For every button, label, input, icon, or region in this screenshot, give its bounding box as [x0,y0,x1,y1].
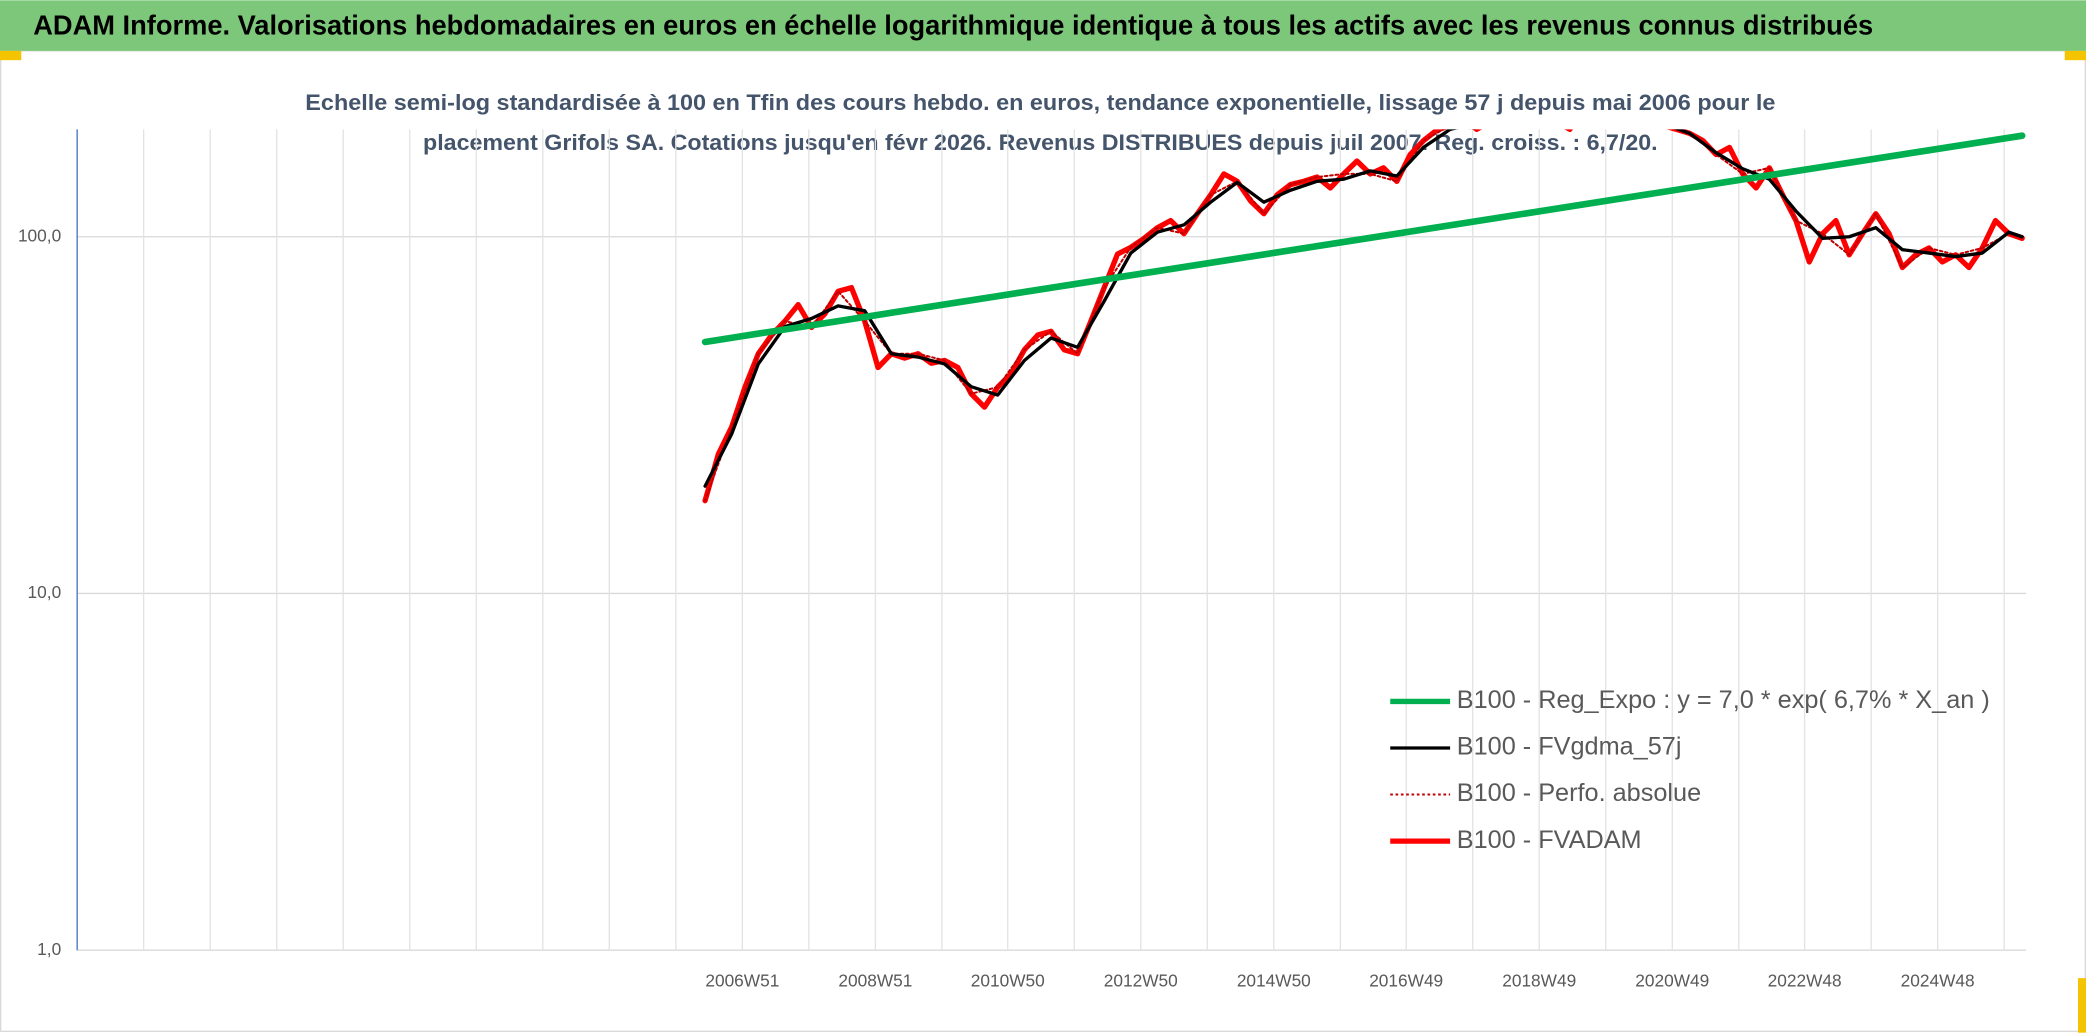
x-tick-label: 2022W48 [1768,971,1842,991]
x-tick-label: 2018W49 [1502,971,1576,991]
series-line [701,132,2026,346]
x-tick-label: 2008W51 [838,971,912,991]
y-tick-label: 10,0 [28,582,62,602]
chart-title: ADAM Informe. Valorisations hebdomadaire… [33,9,1873,40]
y-tick-label: 1,0 [37,939,61,959]
corner-mark [2064,50,2086,61]
y-tick-label: 100,0 [18,225,61,245]
x-tick-label: 2014W50 [1237,971,1311,991]
x-tick-label: 2006W51 [705,971,779,991]
x-tick-label: 2020W49 [1635,971,1709,991]
axes: 1,0 10,0 100,0 2006W51 2008W51 2010W50 2012W50… [18,225,1975,990]
plot-area [701,129,2026,504]
corner-mark [0,50,22,61]
x-tick-label: 2016W49 [1369,971,1443,991]
title-bar [0,0,2086,51]
series-line [703,129,2024,488]
chart-subtitle: Echelle semi-log standardisée à 100 en T… [305,90,1775,115]
legend: B100 - Reg_Expo : y = 7,0 * exp( 6,7% * … [1390,686,1990,854]
x-tick-label: 2012W50 [1104,971,1178,991]
legend-label: B100 - FVgdma_57j [1457,733,1682,761]
corner-mark [2078,978,2086,1033]
legend-label: B100 - Perfo. absolue [1457,779,1701,807]
grid [77,129,2027,951]
legend-label: B100 - FVADAM [1457,826,1642,854]
legend-label: B100 - Reg_Expo : y = 7,0 * exp( 6,7% * … [1457,686,1990,714]
x-tick-label: 2010W50 [971,971,1045,991]
x-tick-label: 2024W48 [1901,971,1975,991]
chart-subtitle: placement Grifols SA. Cotations jusqu'en… [423,130,1658,155]
